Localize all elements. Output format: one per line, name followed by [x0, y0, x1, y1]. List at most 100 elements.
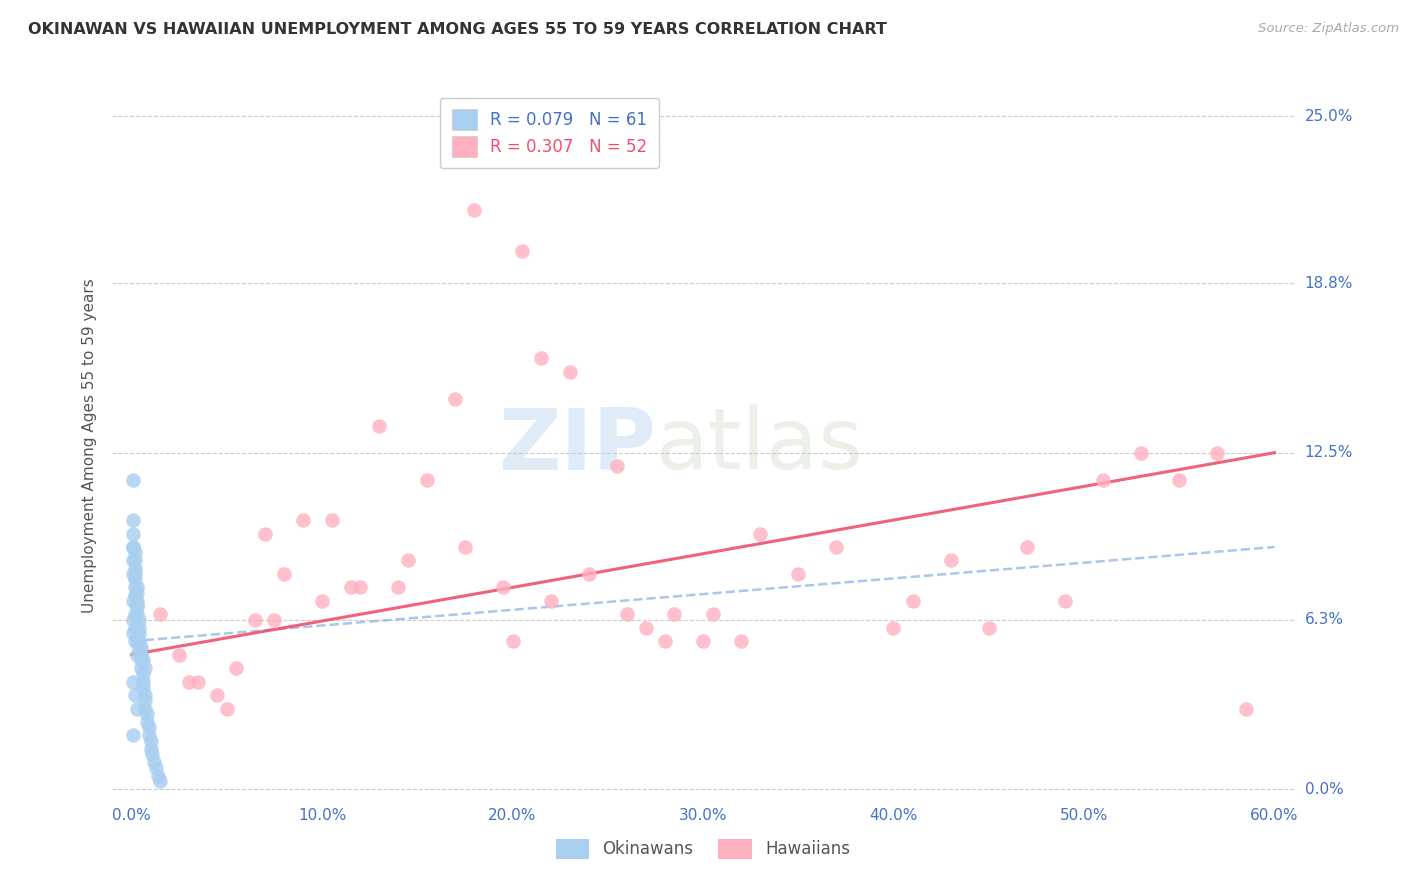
Point — [730, 634, 752, 648]
Point — [128, 621, 150, 635]
Point — [977, 621, 1000, 635]
Point — [127, 580, 149, 594]
Point — [135, 714, 157, 729]
Point — [122, 594, 145, 608]
Point — [416, 473, 439, 487]
Point — [127, 599, 149, 614]
Text: 12.5%: 12.5% — [1305, 445, 1353, 460]
Point — [1168, 473, 1191, 487]
Text: 25.0%: 25.0% — [1305, 109, 1353, 124]
Point — [127, 607, 149, 622]
Point — [132, 680, 155, 694]
Point — [127, 701, 149, 715]
Text: OKINAWAN VS HAWAIIAN UNEMPLOYMENT AMONG AGES 55 TO 59 YEARS CORRELATION CHART: OKINAWAN VS HAWAIIAN UNEMPLOYMENT AMONG … — [28, 22, 887, 37]
Point — [311, 594, 333, 608]
Point — [129, 648, 152, 662]
Point — [124, 589, 146, 603]
Point — [127, 594, 149, 608]
Point — [139, 734, 162, 748]
Legend: Okinawans, Hawaiians: Okinawans, Hawaiians — [550, 832, 856, 866]
Point — [122, 566, 145, 581]
Point — [124, 634, 146, 648]
Point — [124, 566, 146, 581]
Point — [122, 513, 145, 527]
Point — [167, 648, 190, 662]
Y-axis label: Unemployment Among Ages 55 to 59 years: Unemployment Among Ages 55 to 59 years — [82, 278, 97, 614]
Point — [634, 621, 657, 635]
Point — [882, 621, 904, 635]
Point — [124, 607, 146, 622]
Point — [692, 634, 714, 648]
Point — [901, 594, 924, 608]
Point — [145, 761, 167, 775]
Point — [616, 607, 638, 622]
Point — [245, 613, 267, 627]
Point — [132, 666, 155, 681]
Point — [502, 634, 524, 648]
Point — [1092, 473, 1115, 487]
Point — [122, 473, 145, 487]
Point — [132, 653, 155, 667]
Point — [787, 566, 810, 581]
Point — [558, 365, 581, 379]
Point — [510, 244, 533, 258]
Text: Source: ZipAtlas.com: Source: ZipAtlas.com — [1258, 22, 1399, 36]
Point — [149, 774, 172, 789]
Point — [124, 580, 146, 594]
Text: 0.0%: 0.0% — [1305, 781, 1343, 797]
Point — [122, 729, 145, 743]
Point — [124, 572, 146, 586]
Point — [492, 580, 515, 594]
Point — [128, 642, 150, 657]
Point — [1206, 446, 1229, 460]
Point — [129, 653, 152, 667]
Point — [138, 720, 160, 734]
Point — [387, 580, 409, 594]
Point — [444, 392, 467, 406]
Point — [702, 607, 724, 622]
Point — [124, 545, 146, 559]
Point — [454, 540, 477, 554]
Point — [654, 634, 676, 648]
Point — [187, 674, 209, 689]
Point — [122, 613, 145, 627]
Point — [349, 580, 371, 594]
Point — [939, 553, 962, 567]
Point — [139, 742, 162, 756]
Point — [127, 586, 149, 600]
Point — [396, 553, 419, 567]
Text: 18.8%: 18.8% — [1305, 276, 1353, 291]
Point — [124, 561, 146, 575]
Point — [134, 661, 156, 675]
Point — [664, 607, 686, 622]
Point — [124, 621, 146, 635]
Point — [128, 634, 150, 648]
Point — [129, 648, 152, 662]
Point — [128, 626, 150, 640]
Point — [530, 351, 553, 366]
Point — [127, 599, 149, 614]
Point — [225, 661, 247, 675]
Point — [122, 674, 145, 689]
Point — [606, 459, 628, 474]
Point — [463, 203, 485, 218]
Point — [134, 693, 156, 707]
Text: 6.3%: 6.3% — [1305, 612, 1344, 627]
Text: ZIP: ZIP — [498, 404, 655, 488]
Point — [578, 566, 600, 581]
Point — [122, 553, 145, 567]
Point — [124, 688, 146, 702]
Point — [339, 580, 361, 594]
Point — [138, 729, 160, 743]
Point — [122, 626, 145, 640]
Point — [124, 553, 146, 567]
Point — [177, 674, 200, 689]
Point — [368, 418, 391, 433]
Point — [825, 540, 848, 554]
Point — [129, 661, 152, 675]
Point — [263, 613, 285, 627]
Point — [321, 513, 343, 527]
Point — [1053, 594, 1076, 608]
Point — [143, 756, 166, 770]
Point — [134, 701, 156, 715]
